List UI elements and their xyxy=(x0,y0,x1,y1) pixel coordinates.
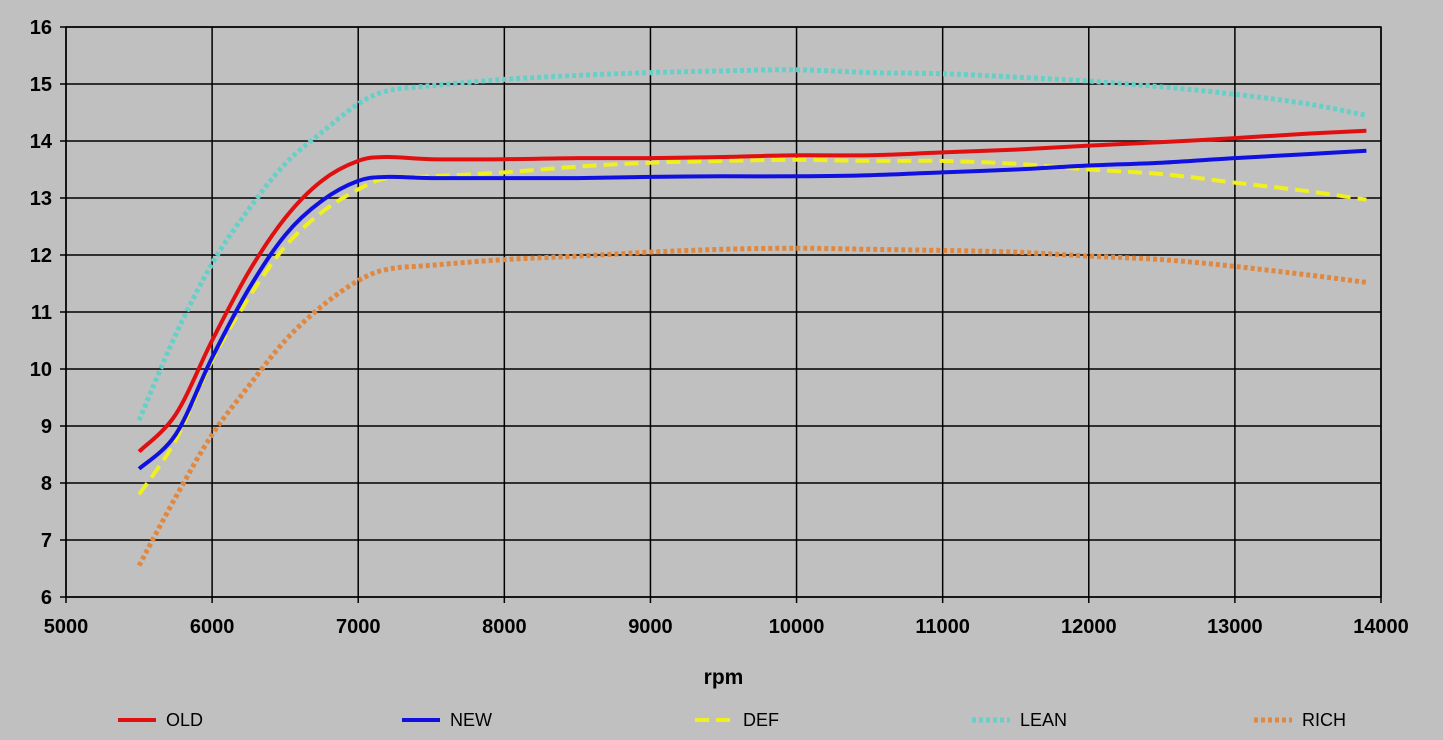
y-tick-label: 8 xyxy=(41,473,52,495)
legend: OLD NEW DEF LEAN RICH xyxy=(118,710,1346,730)
y-tick-label: 10 xyxy=(30,359,52,381)
legend-label-old: OLD xyxy=(166,710,203,730)
x-tick-label: 14000 xyxy=(1353,616,1409,638)
x-tick-label: 12000 xyxy=(1061,616,1117,638)
x-tick-label: 6000 xyxy=(190,616,235,638)
y-tick-label: 12 xyxy=(30,245,52,267)
plot-area-frame xyxy=(65,26,1382,598)
y-tick-label: 16 xyxy=(30,17,52,39)
series-line-def xyxy=(137,157,1367,496)
x-tick-label: 7000 xyxy=(336,616,381,638)
legend-label-def: DEF xyxy=(743,710,779,730)
x-tick-label: 5000 xyxy=(44,616,89,638)
legend-label-lean: LEAN xyxy=(1020,710,1067,730)
y-tick-label: 13 xyxy=(30,188,52,210)
y-tick-label: 14 xyxy=(30,131,53,153)
x-tick-label: 9000 xyxy=(628,616,673,638)
x-tick-label: 11000 xyxy=(915,616,970,638)
series-line-new xyxy=(137,148,1367,471)
legend-label-rich: RICH xyxy=(1302,710,1346,730)
y-axis-tick-labels: 6 7 8 9 10 11 12 13 14 15 16 xyxy=(30,17,53,609)
y-tick-label: 6 xyxy=(41,587,52,609)
x-axis-title: rpm xyxy=(704,666,744,689)
y-tick-label: 11 xyxy=(31,302,52,324)
series-line-rich xyxy=(136,245,1367,567)
x-axis-tick-labels: 5000 6000 7000 8000 9000 10000 11000 12000 13000… xyxy=(44,616,1409,638)
x-tick-label: 8000 xyxy=(482,616,527,638)
y-tick-label: 7 xyxy=(41,530,52,552)
x-tick-label: 13000 xyxy=(1207,616,1263,638)
series-layer xyxy=(136,67,1367,567)
x-tick-label: 10000 xyxy=(769,616,825,638)
y-tick-label: 9 xyxy=(41,416,52,438)
legend-label-new: NEW xyxy=(450,710,492,730)
y-tick-label: 15 xyxy=(30,74,52,96)
series-line-old xyxy=(137,128,1367,454)
